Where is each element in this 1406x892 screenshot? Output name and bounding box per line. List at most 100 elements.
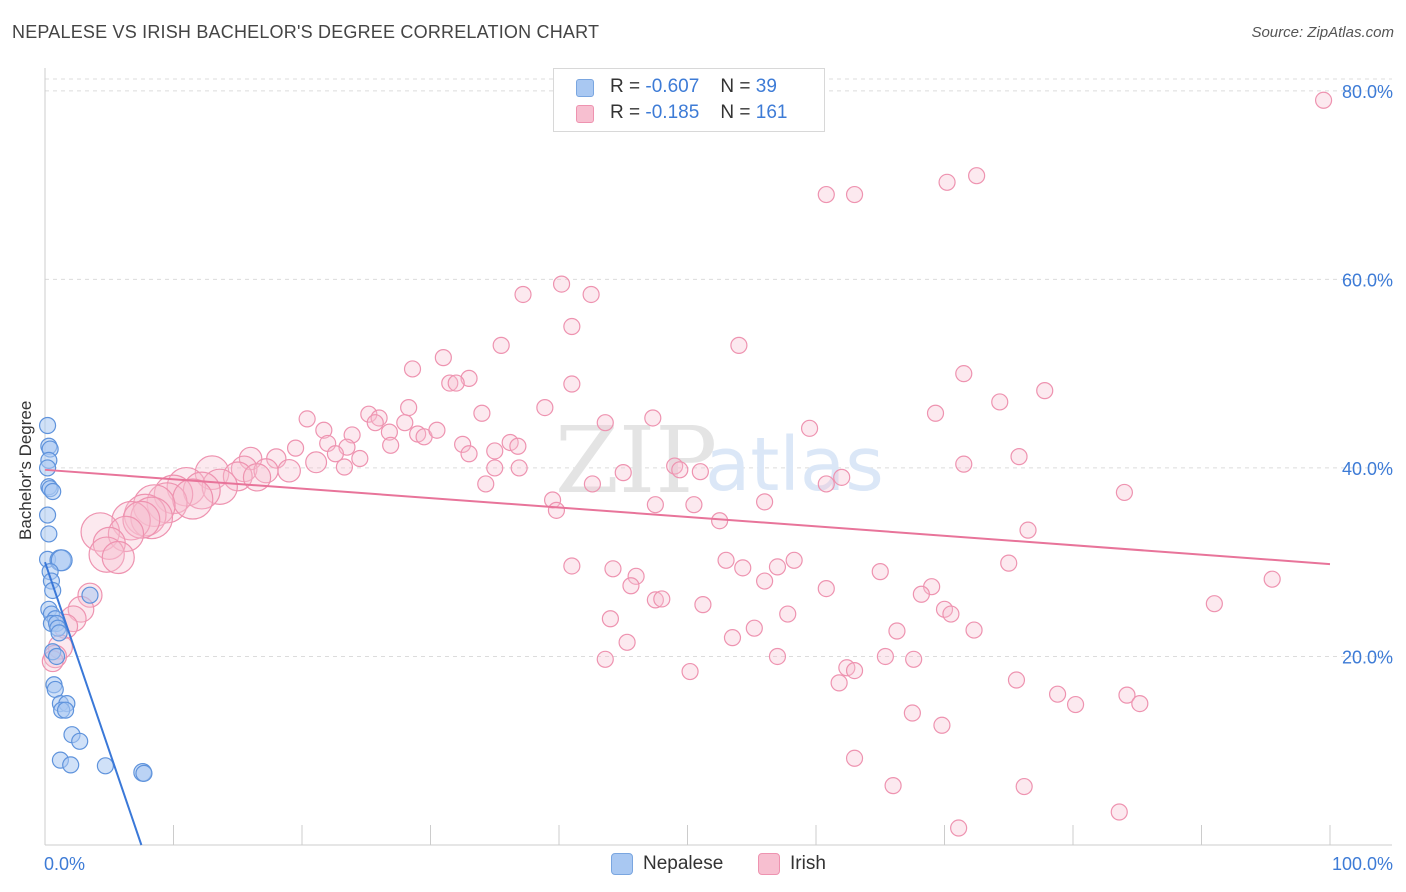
irish-point bbox=[88, 536, 125, 573]
irish-point bbox=[1036, 382, 1054, 400]
irish-point bbox=[326, 445, 345, 463]
irish-point bbox=[723, 629, 742, 647]
irish-point bbox=[653, 590, 671, 608]
irish-point bbox=[107, 515, 145, 553]
irish-point bbox=[596, 650, 614, 668]
irish-point bbox=[351, 449, 369, 468]
irish-point bbox=[1019, 521, 1037, 539]
nepalese-point bbox=[135, 764, 153, 782]
irish-point bbox=[477, 475, 495, 493]
irish-point bbox=[717, 551, 735, 569]
legend-r-value: -0.607 bbox=[645, 76, 700, 97]
irish-point bbox=[130, 496, 174, 540]
irish-point bbox=[691, 463, 709, 481]
nepalese-point bbox=[71, 732, 89, 750]
irish-point bbox=[366, 414, 384, 432]
irish-point bbox=[547, 501, 566, 519]
irish-point bbox=[380, 423, 398, 441]
nepalese-series bbox=[38, 416, 153, 782]
nepalese-point bbox=[50, 624, 68, 642]
irish-point bbox=[509, 437, 527, 455]
irish-point bbox=[1263, 570, 1281, 588]
legend-n-value: 161 bbox=[755, 102, 788, 123]
irish-point bbox=[817, 185, 835, 204]
irish-point bbox=[833, 468, 851, 486]
irish-point bbox=[800, 419, 819, 437]
irish-point bbox=[933, 716, 951, 734]
nepalese-point bbox=[38, 506, 57, 524]
irish-point bbox=[563, 317, 581, 336]
irish-point bbox=[596, 414, 614, 432]
irish-point bbox=[622, 577, 640, 595]
irish-point bbox=[563, 557, 581, 575]
irish-point bbox=[123, 493, 167, 537]
irish-point bbox=[681, 662, 699, 681]
series-legend: Nepalese Irish bbox=[0, 852, 1406, 878]
irish-point bbox=[111, 500, 151, 541]
irish-point bbox=[711, 512, 729, 530]
irish-point bbox=[441, 374, 459, 392]
nepalese-point bbox=[47, 647, 66, 666]
nepalese-point bbox=[96, 757, 114, 775]
irish-point bbox=[434, 349, 452, 367]
legend-r-label: R = bbox=[610, 76, 641, 97]
irish-point bbox=[1110, 803, 1128, 821]
irish-point bbox=[888, 622, 906, 640]
legend-r-label: R = bbox=[610, 102, 641, 123]
irish-point bbox=[428, 421, 446, 439]
legend-text-nepalese: R = -0.607 N = 39 bbox=[610, 76, 777, 98]
irish-point bbox=[454, 435, 472, 453]
grid-lines bbox=[45, 78, 1392, 657]
irish-point bbox=[514, 285, 532, 304]
irish-point bbox=[871, 563, 889, 581]
legend-n-label: N = bbox=[720, 76, 751, 97]
irish-point bbox=[905, 650, 923, 668]
irish-point bbox=[755, 493, 774, 511]
irish-point bbox=[845, 185, 864, 204]
irish-point bbox=[955, 365, 973, 383]
irish-point bbox=[755, 572, 774, 590]
irish-point bbox=[1115, 483, 1134, 502]
irish-point bbox=[876, 647, 894, 666]
irish-point bbox=[396, 414, 414, 432]
irish-point bbox=[779, 605, 797, 623]
irish-point bbox=[601, 610, 620, 628]
nepalese-point bbox=[38, 416, 57, 435]
irish-point bbox=[884, 777, 902, 795]
irish-point bbox=[1015, 777, 1033, 796]
irish-point bbox=[950, 819, 968, 837]
irish-point bbox=[582, 285, 600, 304]
irish-point bbox=[552, 275, 571, 293]
irish-point bbox=[1048, 685, 1067, 703]
irish-point bbox=[536, 398, 554, 417]
nepalese-point bbox=[81, 586, 99, 604]
irish-point bbox=[101, 540, 135, 575]
legend-swatch-irish bbox=[758, 853, 780, 875]
irish-point bbox=[360, 405, 378, 423]
legend-swatch-nepalese bbox=[576, 79, 594, 97]
trend-lines bbox=[44, 468, 1331, 846]
irish-point bbox=[604, 560, 622, 578]
irish-point bbox=[912, 585, 930, 603]
irish-point bbox=[1066, 695, 1085, 714]
watermark-atlas: atlas bbox=[705, 422, 884, 508]
irish-point bbox=[492, 336, 510, 354]
legend-label-irish: Irish bbox=[790, 853, 826, 874]
irish-point bbox=[646, 496, 664, 514]
legend-n-value: 39 bbox=[755, 76, 777, 97]
x-tick-label-start: 0.0% bbox=[44, 854, 85, 874]
nepalese-point bbox=[56, 701, 75, 719]
irish-point bbox=[1314, 91, 1333, 109]
irish-point bbox=[460, 445, 478, 463]
legend-label-nepalese: Nepalese bbox=[643, 853, 724, 874]
irish-point bbox=[382, 436, 400, 454]
legend-swatch-irish bbox=[576, 105, 594, 123]
irish-point bbox=[830, 674, 848, 692]
y-axis-label: Bachelor's Degree bbox=[16, 400, 35, 540]
irish-point bbox=[122, 500, 161, 539]
nepalese-trend-line bbox=[44, 561, 143, 846]
irish-point bbox=[817, 475, 835, 493]
irish-point bbox=[298, 410, 316, 428]
nepalese-point bbox=[38, 459, 57, 477]
